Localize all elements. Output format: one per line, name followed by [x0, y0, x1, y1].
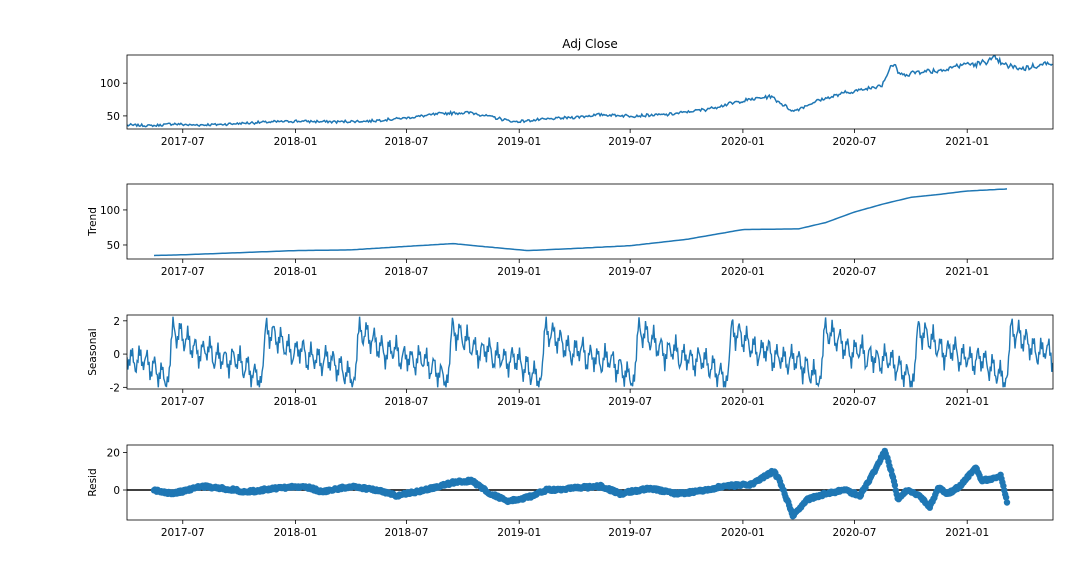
trend-ytick-label: 100: [100, 205, 120, 217]
seasonal-xtick-label: 2018-01: [274, 396, 318, 408]
seasonal-axes-frame: [126, 314, 1054, 390]
observed-ytick-label: 50: [107, 111, 120, 123]
seasonal-ylabel: Seasonal: [87, 328, 99, 375]
resid-xtick-label: 2020-07: [833, 527, 877, 539]
trend-axes-frame: [126, 183, 1054, 260]
observed-panel: 50 100 2017-07 2018-01 2018-07 2019-01 2019-07…: [100, 54, 1054, 148]
resid-xtick-label: 2019-01: [497, 527, 541, 539]
seasonal-xtick-label: 2017-07: [161, 396, 205, 408]
seasonal-plot-area: [127, 316, 1053, 388]
resid-point: [1002, 494, 1010, 501]
observed-xtick-label: 2018-01: [274, 136, 318, 148]
seasonal-xtick-label: 2021-01: [945, 396, 989, 408]
trend-plot-area: [153, 188, 1008, 257]
trend-xtick-label: 2021-01: [945, 266, 989, 278]
observed-xtick-label: 2018-07: [385, 136, 429, 148]
seasonal-ytick-label: 0: [113, 349, 120, 361]
seasonal-xtick-label: 2020-01: [721, 396, 765, 408]
trend-ylabel: Trend: [87, 207, 99, 237]
seasonal-ytick-label: 2: [113, 316, 120, 328]
seasonal-ytick-label: -2: [110, 382, 120, 394]
resid-axes-frame: [126, 444, 1054, 521]
resid-xtick-label: 2018-01: [274, 527, 318, 539]
chart-title: Adj Close: [562, 37, 617, 51]
resid-xtick-label: 2018-07: [385, 527, 429, 539]
resid-plot-area: [127, 447, 1053, 520]
trend-xtick-label: 2020-01: [721, 266, 765, 278]
trend-ytick-label: 50: [107, 240, 120, 252]
seasonal-xtick-label: 2019-01: [497, 396, 541, 408]
observed-xtick-label: 2020-07: [833, 136, 877, 148]
seasonal-series-line: [127, 316, 1053, 388]
resid-panel: 0 20 2017-07 2018-01 2018-07 2019-01 2019-07 20…: [87, 444, 1054, 539]
seasonal-panel: -2 0 2 2017-07 2018-01 2018-07 2019-01 2019-07 2…: [87, 314, 1054, 408]
observed-ytick-label: 100: [100, 78, 120, 90]
trend-series-line: [153, 188, 1008, 257]
resid-ytick-label: 0: [113, 485, 120, 497]
resid-ytick-label: 20: [107, 448, 120, 460]
trend-xtick-label: 2017-07: [161, 266, 205, 278]
observed-series-line: [127, 55, 1053, 128]
subplots: 50 100 2017-07 2018-01 2018-07 2019-01 2019-07…: [87, 54, 1054, 539]
resid-xtick-label: 2017-07: [161, 527, 205, 539]
resid-xtick-label: 2021-01: [945, 527, 989, 539]
observed-plot-area: [127, 55, 1053, 128]
trend-xtick-label: 2019-07: [608, 266, 652, 278]
resid-point: [1003, 499, 1011, 506]
trend-panel: 50 100 2017-07 2018-01 2018-07 2019-01 2019-07…: [87, 183, 1054, 278]
resid-xtick-label: 2020-01: [721, 527, 765, 539]
trend-xtick-label: 2020-07: [833, 266, 877, 278]
seasonal-xtick-label: 2019-07: [608, 396, 652, 408]
trend-xtick-label: 2018-01: [274, 266, 318, 278]
resid-point: [891, 482, 899, 489]
trend-xtick-label: 2018-07: [385, 266, 429, 278]
observed-xtick-label: 2021-01: [945, 136, 989, 148]
seasonal-xtick-label: 2018-07: [385, 396, 429, 408]
seasonal-xtick-label: 2020-07: [833, 396, 877, 408]
resid-xtick-label: 2019-07: [608, 527, 652, 539]
observed-xtick-label: 2019-01: [497, 136, 541, 148]
trend-xtick-label: 2019-01: [497, 266, 541, 278]
observed-xtick-label: 2019-07: [608, 136, 652, 148]
observed-axes-frame: [126, 54, 1054, 130]
observed-xtick-label: 2020-01: [721, 136, 765, 148]
resid-ylabel: Resid: [87, 468, 99, 496]
observed-xtick-label: 2017-07: [161, 136, 205, 148]
